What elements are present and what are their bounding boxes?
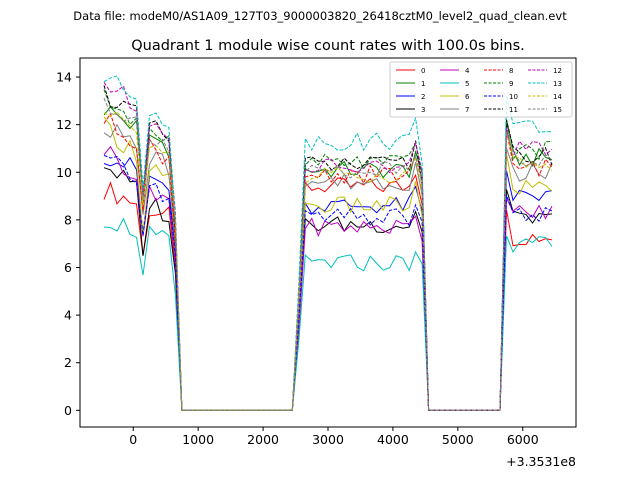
data-file-label: Data file: modeM0/AS1A09_127T03_90000038… xyxy=(73,9,567,23)
legend-label-3: 3 xyxy=(421,106,425,114)
legend-label-8: 8 xyxy=(509,67,513,75)
y-tick-label: 10 xyxy=(56,165,72,180)
legend-label-1: 1 xyxy=(421,80,425,88)
y-tick-label: 0 xyxy=(64,403,72,418)
y-tick-label: 2 xyxy=(64,355,72,370)
legend-box xyxy=(389,61,573,118)
legend-label-12: 12 xyxy=(553,67,562,75)
series-line-15 xyxy=(103,98,553,411)
legend-label-0: 0 xyxy=(421,67,425,75)
legend-label-5: 5 xyxy=(465,80,469,88)
x-tick-label: 2000 xyxy=(247,432,279,447)
legend-label-10: 10 xyxy=(509,93,518,101)
legend-label-14: 14 xyxy=(553,93,562,101)
legend-label-7: 7 xyxy=(465,106,469,114)
y-tick-label: 8 xyxy=(64,212,72,227)
legend-label-13: 13 xyxy=(553,80,562,88)
y-tick-label: 14 xyxy=(56,70,72,85)
x-offset-label: +3.3531e8 xyxy=(506,454,576,469)
legend-label-6: 6 xyxy=(465,93,470,101)
legend-label-9: 9 xyxy=(509,80,513,88)
chart-title: Quadrant 1 module wise count rates with … xyxy=(131,38,525,54)
y-tick-label: 12 xyxy=(56,117,72,132)
legend-label-11: 11 xyxy=(509,106,518,114)
x-tick-label: 4000 xyxy=(377,432,409,447)
legend-label-15: 15 xyxy=(553,106,562,114)
legend-label-4: 4 xyxy=(465,67,470,75)
x-tick-label: 5000 xyxy=(442,432,474,447)
x-tick-label: 3000 xyxy=(312,432,344,447)
x-tick-label: 6000 xyxy=(507,432,539,447)
x-tick-label: 1000 xyxy=(182,432,214,447)
legend-label-2: 2 xyxy=(421,93,425,101)
plot-area xyxy=(103,75,553,411)
y-tick-label: 6 xyxy=(64,260,72,275)
x-tick-label: 0 xyxy=(129,432,137,447)
y-tick-label: 4 xyxy=(64,308,72,323)
